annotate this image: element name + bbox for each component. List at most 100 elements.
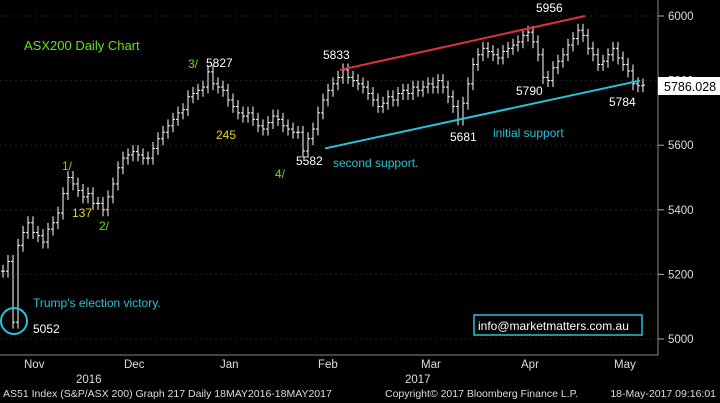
price-bar [306,132,310,158]
label-137: 137 [72,206,92,220]
price-bar [301,125,305,158]
price-bar [551,61,555,88]
asx200-chart: ASX200 Daily Chart 500052005400560058006… [0,0,720,385]
x-tick-may: May [614,359,636,371]
price-bar [16,238,20,329]
price-bar [391,90,395,107]
x-tick-dec: Dec [124,359,145,371]
label-245: 245 [216,128,236,142]
price-bar [21,225,25,252]
price-bar [41,229,45,249]
price-bar [591,41,595,62]
price-bar [271,109,275,130]
label-trump-election: Trump's election victory. [33,296,161,310]
price-bar [81,183,85,204]
price-bar [91,187,95,210]
price-bar [376,93,380,113]
price-bar [211,65,215,91]
x-tick-apr: Apr [521,359,539,371]
price-bar [266,116,270,136]
price-bar [291,122,295,139]
price-bar [31,216,35,239]
price-bar [461,96,465,126]
price-bar [601,54,605,71]
support-trendline [324,79,641,150]
price-bar [561,48,565,68]
price-bar [146,151,150,165]
label-5827: 5827 [206,56,233,70]
x-tick-jan: Jan [220,359,239,371]
price-bar [286,119,290,136]
price-bar [546,70,550,88]
price-bar [276,109,280,126]
price-bar [141,148,145,165]
price-bar [641,78,645,93]
price-bar [256,112,260,133]
price-bar [66,171,70,201]
resistance-trendline [339,15,586,71]
label-5833: 5833 [323,48,350,62]
price-bar [221,80,225,97]
footer-bar: AS51 Index (S&P/ASX 200) Graph 217 Daily… [0,385,720,403]
y-tick-label: 6000 [668,11,694,23]
x-axis: Nov Dec Jan Feb Mar Apr May 2016 2017 [0,354,658,385]
price-bar [536,35,540,62]
annotations: 5827 3/ 5833 5956 5790 5784 5681 initial… [0,1,636,336]
price-bar [111,177,115,204]
y-tick-label: 5600 [668,140,694,152]
price-bar [471,57,475,91]
price-bar [616,41,620,65]
price-bar [581,23,585,42]
label-wave-2: 2/ [99,219,110,233]
price-bar [296,125,300,139]
chart-title: ASX200 Daily Chart [24,38,140,53]
price-bar [26,216,30,239]
price-bar [121,151,125,175]
price-bar [246,106,250,123]
price-bar [511,38,515,55]
price-bar [101,196,105,217]
price-bar [406,83,410,100]
price-bar [516,35,520,52]
price-bar [426,77,430,94]
price-bar [321,93,325,120]
price-bar [411,80,415,100]
price-bar [316,106,320,136]
price-bar [486,41,490,58]
info-email-box: info@marketmatters.com.au [473,314,643,336]
label-wave-4: 4/ [275,167,286,181]
label-5052: 5052 [33,322,60,336]
y-axis: 500052005400560058006000 [657,0,694,355]
price-bar [371,87,375,107]
price-bar [46,222,50,249]
price-bar [506,41,510,58]
last-price-tag: 5786.028 [658,77,720,95]
price-bar [356,74,360,91]
price-bar [621,51,625,71]
label-initial-support: initial support [493,126,564,140]
price-bar [346,63,350,84]
price-bars [1,23,645,329]
x-tick-nov: Nov [24,359,45,371]
price-bar [206,65,210,94]
price-bar [436,74,440,94]
price-bar [501,45,505,65]
price-bar [236,99,240,120]
price-bar [626,57,630,78]
price-bar [521,28,525,49]
footer-source: AS51 Index (S&P/ASX 200) Graph 217 Daily… [3,388,332,400]
price-bar [441,74,445,94]
price-bar [326,83,330,107]
price-bar [421,80,425,97]
price-bar [11,255,15,329]
price-bar [216,77,220,94]
price-bar [531,25,535,49]
price-bar [396,87,400,107]
x-tick-mar: Mar [421,359,441,371]
price-bar [331,77,335,97]
label-wave-3: 3/ [188,57,199,71]
price-bar [351,70,355,88]
footer-copyright: Copyright© 2017 Bloomberg Finance L.P. [385,388,579,400]
price-bar [361,77,365,94]
label-wave-1: 1/ [62,159,73,173]
